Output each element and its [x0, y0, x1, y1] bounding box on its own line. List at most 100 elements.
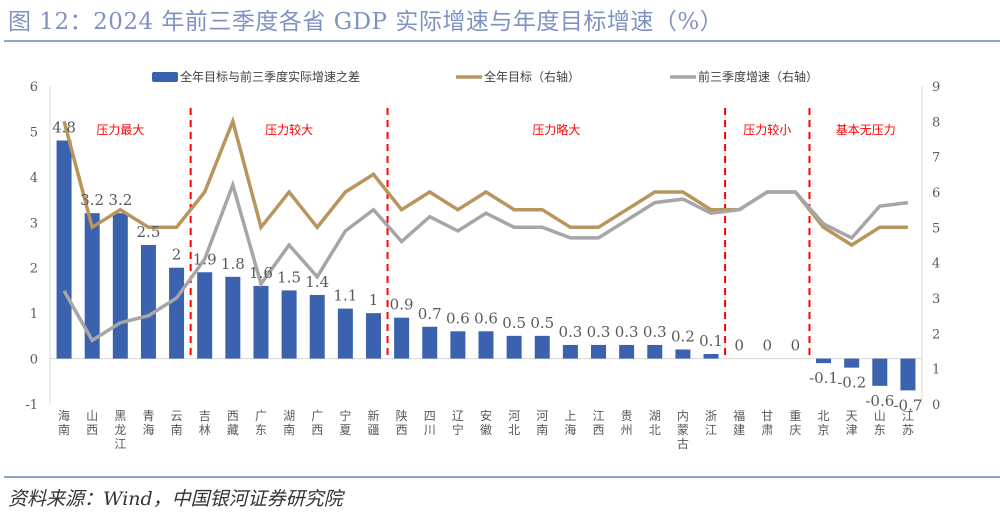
bar-series [56, 140, 916, 391]
bar [675, 349, 691, 359]
category-label: 浙江 [705, 409, 717, 437]
zone-label: 压力最大 [96, 123, 144, 137]
right-axis-tick: 9 [932, 80, 940, 95]
category-label: 甘肃 [761, 409, 773, 437]
category-label: 宁夏 [339, 408, 351, 437]
bar-value-label: 4.8 [52, 119, 76, 137]
bar [422, 326, 438, 359]
bar [309, 294, 325, 359]
right-axis-tick: 6 [932, 186, 940, 201]
bar-value-label: -0.6 [865, 392, 894, 410]
left-axis-tick: 6 [30, 80, 38, 95]
zone-dividers: 压力最大 压力较大 压力略大 压力较小 基本无压力 [96, 108, 896, 360]
category-label: 湖北 [649, 408, 661, 437]
category-label: 山东 [874, 409, 886, 437]
left-axis-tick: 4 [30, 171, 38, 186]
category-label: 辽宁 [452, 409, 464, 437]
bar-value-label: -0.2 [837, 374, 866, 392]
left-axis-tick: 0 [30, 353, 38, 368]
bar [647, 344, 663, 359]
bar-value-label: 0.6 [446, 309, 470, 327]
bar [562, 344, 578, 359]
bar [140, 245, 156, 359]
bar-value-label: 1.9 [193, 250, 217, 268]
category-label: 海南 [58, 408, 70, 437]
category-label: 北京 [818, 409, 830, 437]
legend-swatch-bar [152, 72, 178, 82]
category-label: 河北 [508, 409, 520, 437]
category-label: 黑龙江 [114, 409, 126, 451]
right-axis-tick: 2 [932, 327, 940, 342]
bar-value-label: 1.1 [333, 287, 357, 305]
bar-value-label: -0.7 [893, 396, 922, 414]
category-label: 贵州 [621, 409, 633, 437]
bar [253, 285, 269, 359]
zone-label: 压力较大 [265, 122, 313, 137]
category-labels: 海南山西黑龙江青海云南吉林西藏广东湖南广西宁夏新疆陕西四川辽宁安徽河北河南上海江… [58, 408, 914, 451]
bar [478, 331, 494, 359]
right-axis-tick: 4 [932, 257, 940, 272]
bar-value-label: 1.5 [277, 268, 301, 286]
bar [900, 358, 916, 391]
category-label: 天津 [846, 409, 858, 437]
category-label: 湖南 [283, 408, 295, 437]
category-label: 山西 [86, 409, 98, 437]
left-axis-tick: 5 [30, 125, 38, 140]
bar [365, 313, 381, 359]
bar [281, 290, 297, 359]
source-note: 资料来源：Wind，中国银河证券研究院 [8, 488, 343, 510]
bar-value-label: 0.2 [671, 327, 695, 345]
bar-value-label: 3.2 [108, 191, 132, 209]
category-label: 新疆 [367, 408, 379, 437]
right-axis-tick: 5 [932, 221, 940, 236]
legend-label: 全年目标与前三季度实际增速之差 [180, 69, 360, 84]
bar [56, 140, 72, 359]
bar-value-label: 0.6 [474, 309, 498, 327]
bar [450, 331, 466, 359]
bar-value-label: 0 [791, 337, 801, 355]
bar [394, 317, 410, 359]
bar [703, 354, 719, 359]
bar [844, 358, 860, 368]
legend: 全年目标与前三季度实际增速之差 全年目标（右轴） 前三季度增速（右轴） [152, 69, 818, 84]
bar [816, 358, 832, 364]
bar-value-label: 0.1 [699, 332, 723, 350]
bar-value-label: 0.3 [615, 323, 639, 341]
bar-value-label: 1.6 [249, 264, 273, 282]
bar [197, 272, 213, 359]
zone-label: 基本无压力 [836, 123, 896, 137]
bar [506, 335, 522, 359]
axes: -1 0 1 2 3 4 5 6 0 1 2 3 4 5 6 7 8 9 [25, 80, 940, 413]
category-label: 重庆 [789, 409, 801, 437]
bar [84, 213, 100, 359]
bar-value-label: 0.3 [587, 323, 611, 341]
legend-label: 全年目标（右轴） [484, 69, 580, 84]
bar [112, 213, 128, 359]
bar-value-label: 2 [172, 246, 182, 264]
right-axis-tick: 1 [932, 363, 940, 378]
category-label: 江西 [593, 409, 605, 437]
category-label: 广东 [255, 409, 267, 437]
right-axis-tick: 7 [932, 151, 940, 166]
category-label: 青海 [142, 409, 154, 437]
bar [619, 344, 635, 359]
category-label: 云南 [171, 409, 183, 437]
left-axis-tick: 3 [30, 216, 38, 231]
bar-value-label: 1 [369, 291, 379, 309]
bar [169, 267, 185, 359]
bar-value-label: 0.7 [418, 305, 442, 323]
bar-value-label: 1.8 [221, 255, 245, 273]
category-label: 江苏 [902, 409, 914, 437]
bar-value-label: 1.4 [305, 273, 329, 291]
bar-value-label: 0.9 [390, 296, 414, 314]
bar-value-label: -0.1 [809, 369, 838, 387]
bar [225, 276, 241, 359]
category-label: 内蒙古 [677, 409, 689, 451]
line-series [62, 115, 909, 343]
category-label: 上海 [564, 409, 576, 437]
category-label: 陕西 [396, 408, 408, 437]
category-label: 吉林 [199, 409, 211, 437]
category-label: 河南 [536, 409, 548, 437]
bar-value-label: 0 [734, 337, 744, 355]
bar-value-label: 2.5 [137, 223, 161, 241]
